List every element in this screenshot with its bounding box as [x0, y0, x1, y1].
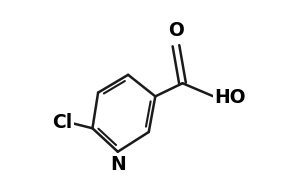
- Text: Cl: Cl: [52, 113, 72, 132]
- Text: O: O: [168, 21, 184, 40]
- Text: N: N: [110, 156, 126, 174]
- Text: HO: HO: [214, 88, 246, 107]
